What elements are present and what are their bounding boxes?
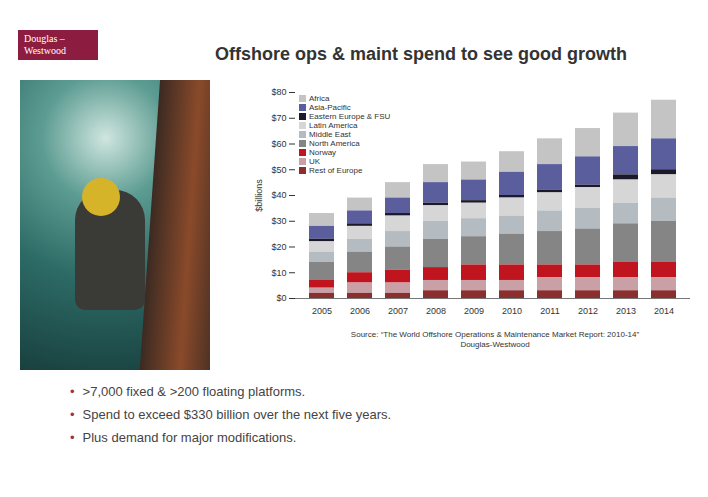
html-text:>7,000 fixed & >200 floating p: >7,000 fixed & >200 floating platforms.: [82, 384, 306, 399]
html-text:Rest of Europe: Rest of Europe: [309, 166, 363, 175]
svg-text:2011: 2011: [540, 306, 559, 316]
html-text:Norway: Norway: [309, 148, 337, 157]
html-text:UK: UK: [309, 157, 321, 166]
svg-text:$10: $10: [271, 268, 286, 278]
svg-text:2010: 2010: [502, 306, 522, 316]
html-text:Middle East: Middle East: [309, 130, 351, 139]
svg-text:$80: $80: [271, 87, 286, 97]
svg-text:$70: $70: [271, 113, 286, 123]
svg-text:2013: 2013: [616, 306, 636, 316]
html-text:Offshore ops & maint spend to: Offshore ops & maint spend to see good g…: [215, 44, 627, 64]
html-text:Africa: Africa: [309, 94, 330, 103]
svg-text:$20: $20: [271, 242, 286, 252]
svg-text:2012: 2012: [578, 306, 598, 316]
html-text:Spend to exceed $330 billion o: Spend to exceed $330 billion over the ne…: [82, 407, 392, 422]
html-text:Eastern Europe & FSU: Eastern Europe & FSU: [309, 112, 391, 121]
svg-text:$30: $30: [271, 216, 286, 226]
svg-text:$50: $50: [271, 165, 286, 175]
html-text:Douglas-Westwood: Douglas-Westwood: [460, 340, 530, 349]
svg-text:$0: $0: [276, 293, 286, 303]
svg-text:2014: 2014: [654, 306, 674, 316]
svg-text:$billions: $billions: [254, 179, 264, 212]
svg-text:2008: 2008: [426, 306, 446, 316]
html-text:Westwood: Westwood: [24, 45, 66, 56]
html-text:Latin America: Latin America: [309, 121, 358, 130]
svg-text:$40: $40: [271, 190, 286, 200]
html-text:Asia-Pacific: Asia-Pacific: [309, 103, 351, 112]
svg-text:2005: 2005: [312, 306, 332, 316]
html-text:Douglas –: Douglas –: [24, 33, 65, 44]
html-text:Plus demand for major modifica: Plus demand for major modifications.: [82, 430, 297, 445]
svg-text:2006: 2006: [350, 306, 370, 316]
svg-text:2009: 2009: [464, 306, 484, 316]
svg-text:2007: 2007: [388, 306, 408, 316]
html-text:North America: North America: [309, 139, 360, 148]
svg-text:$60: $60: [271, 139, 286, 149]
html-text:Source: “The World Offshore Op: Source: “The World Offshore Operations &…: [350, 330, 640, 339]
